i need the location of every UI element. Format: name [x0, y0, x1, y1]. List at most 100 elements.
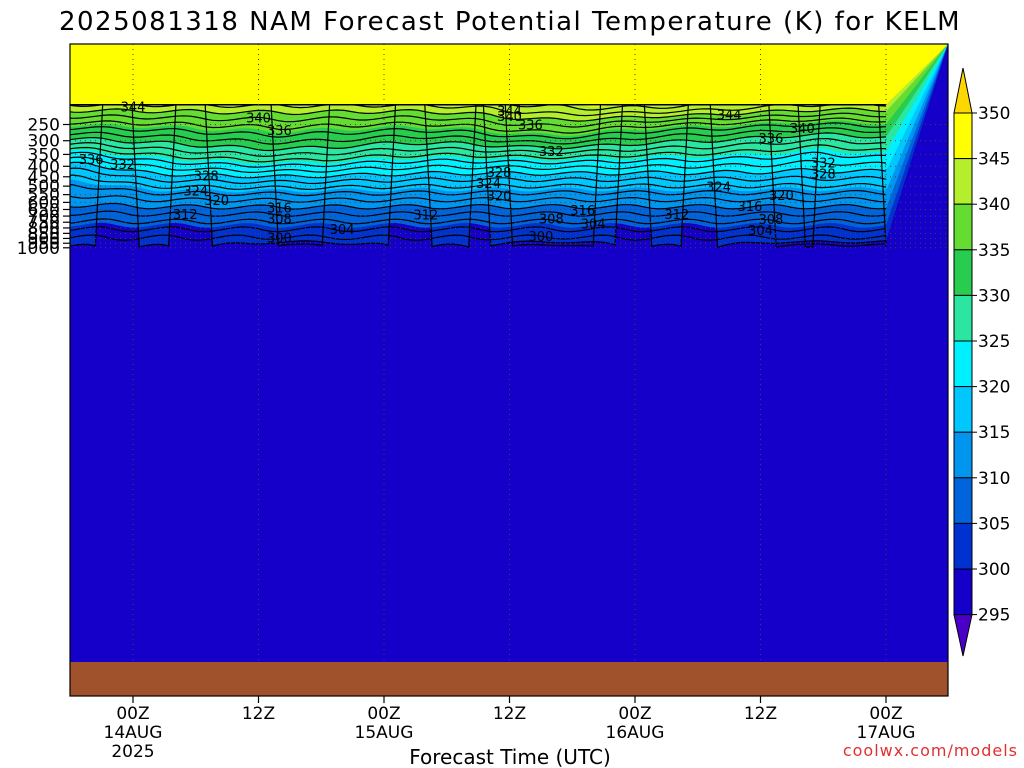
y-tick-label-300: 300 — [28, 132, 60, 152]
surface-ground — [70, 662, 948, 696]
x-tick-label-30-2: 15AUG — [355, 723, 414, 743]
isentrope-320 — [70, 161, 887, 179]
contour-label-332: 332 — [539, 145, 564, 160]
contour-label-344: 344 — [121, 100, 146, 115]
colorbar-label-340: 340 — [978, 195, 1010, 215]
contour-label-336: 336 — [759, 132, 784, 147]
isentrope-332 — [70, 127, 887, 145]
isentrope-330 — [70, 132, 887, 152]
colorbar-segment-330-335 — [953, 249, 973, 296]
isentrope-304 — [70, 226, 887, 233]
y-tick-label-850: 850 — [28, 224, 60, 244]
contour-label-344: 344 — [717, 109, 742, 124]
colorbar-label-345: 345 — [978, 150, 1010, 170]
colorbar-label-310: 310 — [978, 469, 1010, 489]
x-tick-label-6-2: 14AUG — [104, 723, 163, 743]
contour-label-312: 312 — [413, 208, 438, 223]
isentrope-300 — [70, 104, 887, 248]
contour-label-328: 328 — [487, 166, 512, 181]
isentrope-314 — [70, 184, 887, 197]
contour-label-328: 328 — [194, 170, 219, 185]
isentrope-308 — [70, 210, 887, 217]
y-axis: 2503003504004505005506006507007508008509… — [17, 116, 70, 259]
y-tick-label-900: 900 — [28, 229, 60, 249]
isentrope-342 — [70, 104, 887, 117]
colorbar-label-300: 300 — [978, 560, 1010, 580]
y-tick-label-800: 800 — [28, 219, 60, 239]
colorbar-segment-320-325 — [953, 340, 973, 388]
isentrope-316 — [70, 174, 887, 191]
credit-link[interactable]: coolwx.com/models — [843, 741, 1018, 760]
colorbar-label-350: 350 — [978, 104, 1010, 124]
y-tick-label-450: 450 — [28, 168, 60, 188]
y-tick-label-350: 350 — [28, 145, 60, 165]
colorbar-segment-300-305 — [953, 522, 973, 570]
isentrope-312 — [70, 195, 887, 203]
x-tick-label-54-1: 00Z — [618, 704, 651, 724]
contour-label-308: 308 — [539, 212, 564, 227]
isentrope-302 — [70, 234, 887, 242]
x-tick-label-18-1: 12Z — [242, 704, 275, 724]
contour-label-324: 324 — [706, 181, 731, 196]
x-tick-label-42-1: 12Z — [493, 704, 526, 724]
grid — [70, 44, 948, 696]
contour-label-304: 304 — [748, 224, 773, 239]
colorbar-top-arrow — [953, 67, 973, 114]
y-tick-label-750: 750 — [28, 213, 60, 233]
x-axis-label: Forecast Time (UTC) — [409, 745, 611, 768]
contour-label-304: 304 — [330, 223, 355, 238]
isentrope-310 — [70, 202, 887, 210]
isentrope-326 — [70, 144, 887, 163]
isentrope-338 — [70, 112, 887, 128]
contour-label-332: 332 — [811, 156, 836, 171]
y-tick-label-400: 400 — [28, 157, 60, 177]
x-tick-label-30-1: 00Z — [367, 704, 400, 724]
contour-label-320: 320 — [487, 190, 512, 205]
x-tick-label-66-1: 12Z — [744, 704, 777, 724]
y-tick-label-700: 700 — [28, 207, 60, 227]
x-tick-label-54-2: 16AUG — [606, 723, 665, 743]
isentrope-322 — [70, 156, 887, 174]
contour-label-328: 328 — [811, 167, 836, 182]
contour-label-340: 340 — [246, 111, 271, 126]
colorbar-segment-335-340 — [953, 203, 973, 251]
contour-label-340: 340 — [497, 110, 522, 125]
contour-label-324: 324 — [476, 177, 501, 192]
colorbar-label-315: 315 — [978, 423, 1010, 443]
contour-label-324: 324 — [183, 184, 208, 199]
contour-label-316: 316 — [267, 202, 292, 217]
y-tick-label-600: 600 — [28, 193, 60, 213]
colorbar-label-320: 320 — [978, 378, 1010, 398]
colorbar-label-325: 325 — [978, 332, 1010, 352]
contour-label-320: 320 — [204, 194, 229, 209]
y-tick-label-1000: 1000 — [17, 239, 60, 259]
colorbar-segment-345-350 — [953, 112, 973, 160]
contour-label-336: 336 — [267, 124, 292, 139]
colorbar-bottom-arrow — [953, 614, 973, 657]
isentrope-336 — [70, 117, 887, 134]
isentrope-328 — [70, 137, 887, 158]
contour-label-300: 300 — [528, 230, 553, 245]
contour-label-336: 336 — [518, 119, 543, 134]
colorbar-segment-315-320 — [953, 386, 973, 433]
colorbar-segment-340-345 — [953, 158, 973, 205]
colorbar-segment-310-315 — [953, 431, 973, 479]
isentrope-318 — [70, 167, 887, 185]
contour-label-308: 308 — [267, 213, 292, 228]
contour-label-340: 340 — [790, 122, 815, 137]
contour-label-320: 320 — [769, 189, 794, 204]
x-tick-label-78-2: 17AUG — [857, 723, 916, 743]
y-tick-label-550: 550 — [28, 186, 60, 206]
y-tick-label-250: 250 — [28, 116, 60, 136]
x-tick-label-78-1: 00Z — [869, 704, 902, 724]
y-tick-label-950: 950 — [28, 234, 60, 254]
contour-label-300: 300 — [267, 231, 292, 246]
contour-label-316: 316 — [738, 200, 763, 215]
colorbar-segment-295-300 — [953, 568, 973, 616]
y-tick-label-500: 500 — [28, 177, 60, 197]
isentrope-334 — [70, 122, 887, 140]
x-tick-label-6-3: 2025 — [111, 742, 154, 762]
